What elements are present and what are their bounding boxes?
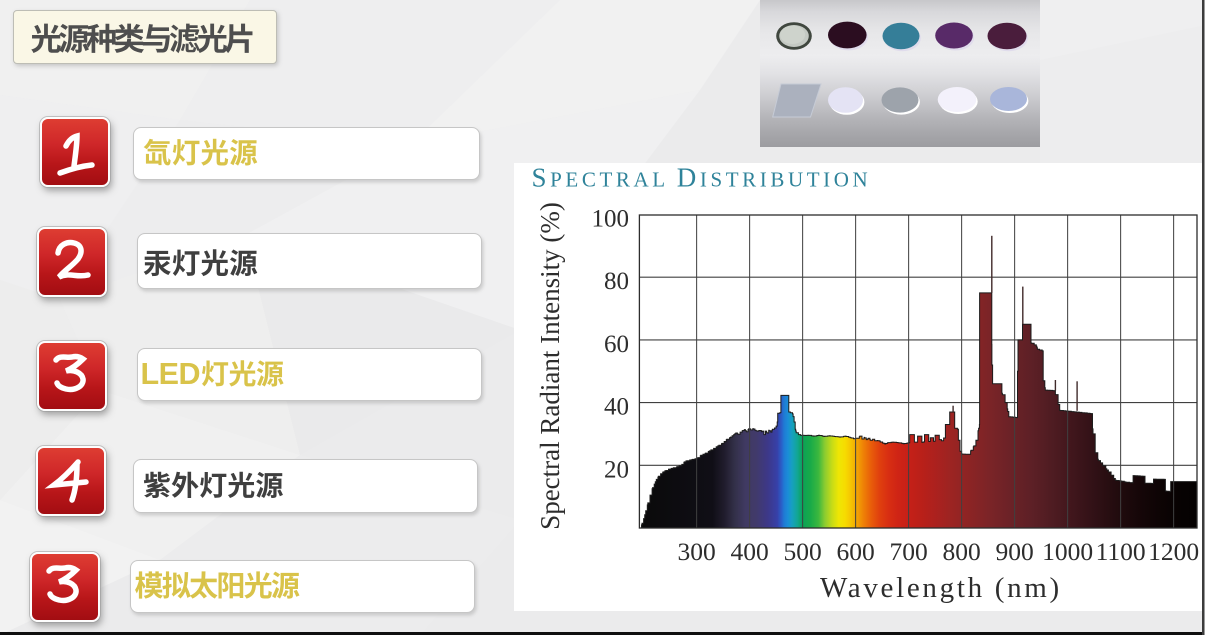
- svg-text:40: 40: [604, 394, 629, 421]
- svg-text:80: 80: [604, 268, 629, 295]
- svg-text:300: 300: [677, 537, 715, 566]
- svg-text:Spectral Radiant Intensity (%): Spectral Radiant Intensity (%): [535, 202, 565, 530]
- svg-text:500: 500: [783, 537, 821, 566]
- svg-text:LED: LED: [141, 357, 201, 391]
- svg-text:700: 700: [889, 537, 927, 566]
- svg-text:400: 400: [730, 537, 768, 566]
- svg-text:60: 60: [604, 331, 629, 358]
- svg-text:SPECTRAL DISTRIBUTION: SPECTRAL DISTRIBUTION: [532, 163, 872, 192]
- svg-text:600: 600: [836, 537, 874, 566]
- svg-text:100: 100: [592, 206, 630, 233]
- svg-text:1100: 1100: [1096, 537, 1146, 566]
- svg-text:1000: 1000: [1042, 537, 1093, 566]
- svg-text:800: 800: [942, 537, 980, 566]
- svg-text:Wavelength (nm): Wavelength (nm): [820, 572, 1062, 604]
- svg-text:20: 20: [604, 456, 629, 483]
- svg-text:1200: 1200: [1148, 537, 1199, 566]
- svg-text:900: 900: [995, 537, 1033, 566]
